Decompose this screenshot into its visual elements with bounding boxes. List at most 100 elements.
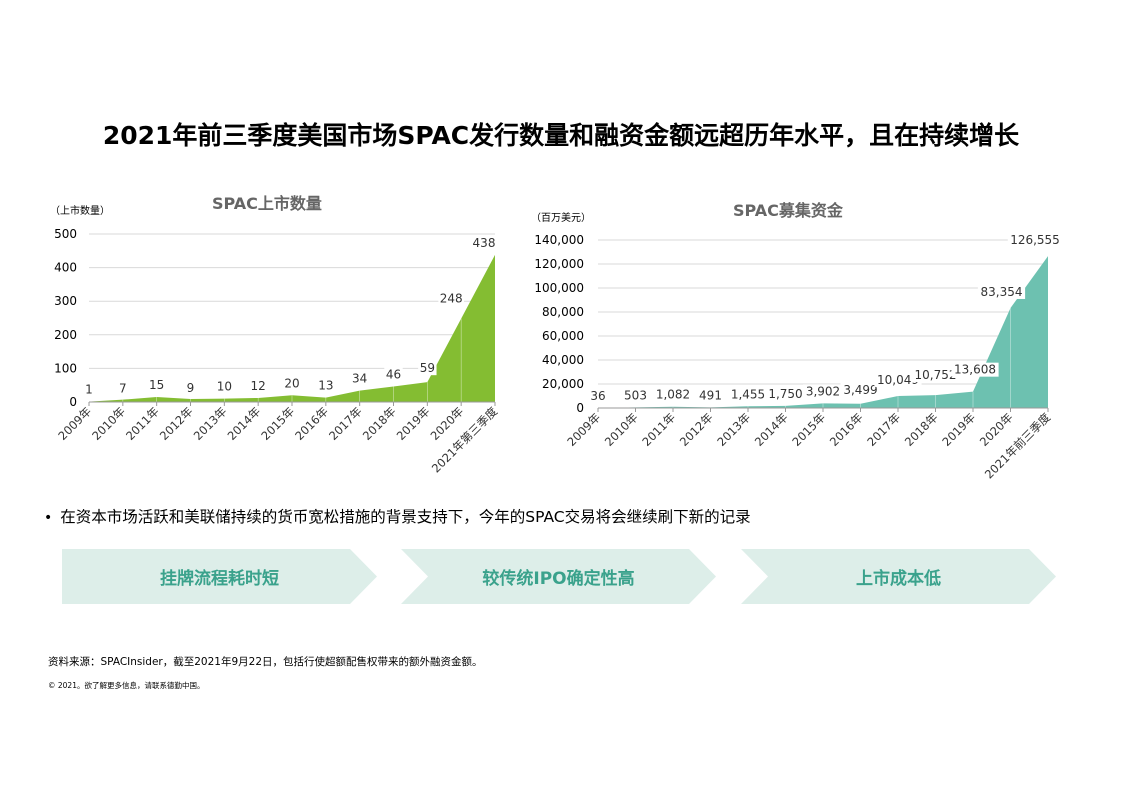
value-label: 1,082 <box>656 388 690 402</box>
x-tick-label: 2013年 <box>714 410 753 449</box>
value-label-bg <box>728 387 768 402</box>
chevron-shape <box>741 549 1056 604</box>
chevron-fast-listing: 挂牌流程耗时短 <box>62 549 377 604</box>
y-tick-label: 80,000 <box>542 305 584 319</box>
y-tick-label: 20,000 <box>542 377 584 391</box>
value-label-bg <box>384 367 403 382</box>
value-label: 9 <box>187 381 195 395</box>
y-tick-label: 0 <box>576 401 584 415</box>
value-label: 3,902 <box>806 384 840 398</box>
value-label-bg <box>1007 233 1063 248</box>
value-label-bg <box>840 382 881 397</box>
value-label-bg <box>316 378 336 393</box>
value-label: 438 <box>473 236 496 250</box>
value-label: 13 <box>318 379 333 393</box>
bullet-dot: • <box>44 510 53 526</box>
value-label-bg <box>117 381 129 396</box>
value-label: 83,354 <box>981 285 1023 299</box>
y-tick-label: 120,000 <box>534 257 584 271</box>
source-note: 资料来源：SPACInsider，截至2021年9月22日，包括行使超额配售权带… <box>48 656 483 668</box>
value-label: 20 <box>284 376 299 390</box>
value-label-bg <box>911 368 960 383</box>
value-label-bg <box>653 387 693 402</box>
chevron-certainty: 较传统IPO确定性高 <box>401 549 716 604</box>
x-tick-label: 2021年前三季度 <box>982 410 1054 482</box>
x-tick-label: 2009年 <box>564 410 603 449</box>
x-tick-label: 2018年 <box>902 410 941 449</box>
chevron-low-cost: 上市成本低 <box>741 549 1056 604</box>
value-label: 126,555 <box>1010 233 1060 247</box>
x-tick-label: 2012年 <box>677 410 716 449</box>
value-label: 248 <box>440 292 463 306</box>
value-label-bg <box>248 378 268 393</box>
chevron-label: 较传统IPO确定性高 <box>482 569 635 589</box>
y-tick-label: 140,000 <box>534 233 584 247</box>
value-label-bg <box>215 379 234 394</box>
value-label-bg <box>951 362 999 377</box>
value-label: 491 <box>699 388 722 402</box>
y-tick-label: 100,000 <box>534 281 584 295</box>
chevron-label: 上市成本低 <box>856 569 941 589</box>
value-label: 1 <box>85 383 93 397</box>
value-label-bg <box>622 388 649 403</box>
value-label-bg <box>803 384 843 399</box>
value-label-bg <box>282 376 302 391</box>
value-label: 10,752 <box>915 368 957 382</box>
y-axis-unit-funds: （百万美元） <box>531 213 591 224</box>
value-label-bg <box>697 388 724 403</box>
value-label-bg <box>588 388 608 403</box>
y-tick-label: 300 <box>54 294 77 308</box>
area-series <box>598 256 1048 408</box>
value-label: 10 <box>217 380 232 394</box>
x-tick-label: 2011年 <box>639 410 678 449</box>
area-series <box>89 254 495 402</box>
y-tick-label: 0 <box>69 395 77 409</box>
value-label-bg <box>874 372 922 387</box>
value-label: 503 <box>624 388 647 402</box>
x-tick-label: 2015年 <box>789 410 828 449</box>
y-tick-label: 100 <box>54 361 77 375</box>
value-label-bg <box>350 371 369 386</box>
bullet-statement: • 在资本市场活跃和美联储持续的货币宽松措施的背景支持下，今年的SPAC交易将会继… <box>44 505 751 527</box>
x-tick-label: 2017年 <box>864 410 903 449</box>
value-label-bg <box>438 291 464 306</box>
chevron-shape <box>401 549 716 604</box>
value-label: 34 <box>352 372 367 386</box>
value-label: 13,608 <box>954 363 996 377</box>
value-label: 7 <box>119 382 127 396</box>
y-tick-label: 200 <box>54 328 77 342</box>
y-tick-label: 400 <box>54 261 77 275</box>
chevron-label: 挂牌流程耗时短 <box>160 569 279 589</box>
value-label: 1,750 <box>768 387 802 401</box>
value-label-bg <box>471 235 497 250</box>
value-label-bg <box>977 284 1026 299</box>
chart-title-funds: SPAC募集资金 <box>733 201 843 220</box>
value-label-bg <box>83 382 95 397</box>
chevron-shape <box>62 549 377 604</box>
value-label: 15 <box>149 378 164 392</box>
page-title: 2021年前三季度美国市场SPAC发行数量和融资金额远超历年水平，且在持续增长 <box>102 121 1020 150</box>
value-label: 46 <box>386 368 401 382</box>
x-tick-label: 2019年 <box>939 410 978 449</box>
value-label-bg <box>765 386 806 401</box>
value-label: 1,455 <box>731 387 765 401</box>
value-label-bg <box>147 377 166 392</box>
value-label: 10,049 <box>877 373 919 387</box>
y-tick-label: 500 <box>54 227 77 241</box>
value-label-bg <box>184 380 197 395</box>
y-axis-unit-count: （上市数量） <box>50 206 110 217</box>
value-label: 12 <box>251 379 266 393</box>
x-tick-label: 2014年 <box>752 410 791 449</box>
value-label-bg <box>418 361 437 376</box>
y-tick-label: 60,000 <box>542 329 584 343</box>
y-tick-label: 40,000 <box>542 353 584 367</box>
bullet-text: 在资本市场活跃和美联储持续的货币宽松措施的背景支持下，今年的SPAC交易将会继续… <box>60 508 751 526</box>
value-label: 3,499 <box>843 383 877 397</box>
copyright-note: © 2021。欲了解更多信息，请联系德勤中国。 <box>48 681 205 690</box>
value-label: 36 <box>590 389 605 403</box>
chart-title-count: SPAC上市数量 <box>212 194 322 213</box>
value-label: 59 <box>420 361 435 375</box>
x-tick-label: 2010年 <box>602 410 641 449</box>
